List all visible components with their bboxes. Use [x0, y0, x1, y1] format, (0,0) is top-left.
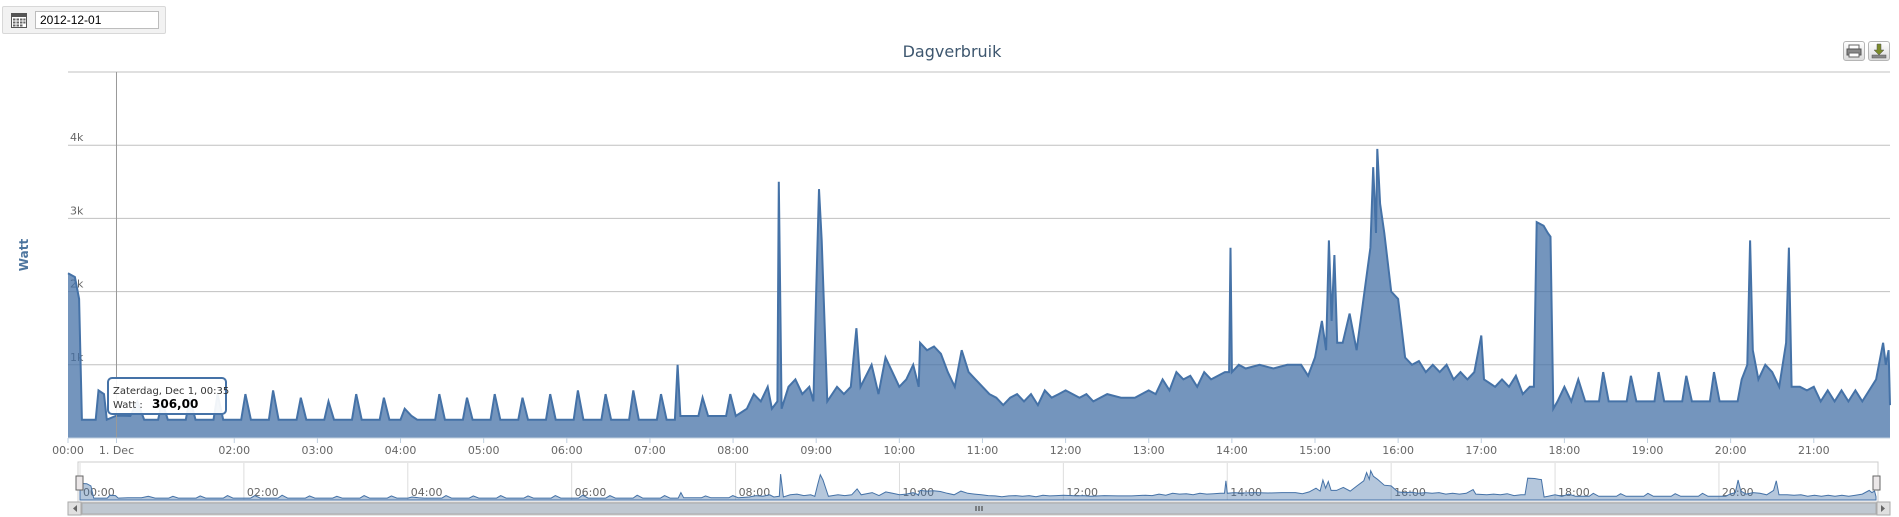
tooltip-box [107, 377, 227, 415]
x-tick-label: 00:00 [52, 444, 84, 457]
x-tick-label: 08:00 [717, 444, 749, 457]
x-tick-label: 19:00 [1632, 444, 1664, 457]
series-line [67, 148, 1891, 422]
x-tick-label: 1. Dec [99, 444, 134, 457]
x-tick-label: 17:00 [1465, 444, 1497, 457]
x-axis-ticks: 00:00 1. Dec 02:00 03:00 04:00 05:00 06:00 07:0… [52, 438, 1830, 457]
navigator[interactable]: 00:00 02:00 04:00 06:00 08:00 10:00 12:00 14:00… [75, 461, 1881, 503]
navigator-left-handle[interactable] [75, 475, 84, 491]
date-input[interactable] [35, 11, 159, 29]
tooltip-series-label: Watt : [113, 400, 143, 411]
tooltip-header: Zaterdag, Dec 1, 00:35 [113, 386, 229, 397]
scrollbar[interactable] [67, 501, 1891, 516]
navigator-right-handle[interactable] [1872, 475, 1881, 491]
x-tick-label: 21:00 [1798, 444, 1830, 457]
series-group [67, 148, 1891, 438]
x-tick-label: 20:00 [1715, 444, 1747, 457]
x-tick-label: 13:00 [1133, 444, 1165, 457]
x-tick-label: 03:00 [302, 444, 334, 457]
series-area [68, 148, 1890, 438]
y-tick-label: 3k [70, 204, 84, 217]
x-tick-label: 09:00 [800, 444, 832, 457]
grid [68, 71, 1890, 366]
scrollbar-left-arrow-icon [73, 505, 77, 512]
x-tick-label: 15:00 [1299, 444, 1331, 457]
x-tick-label: 18:00 [1549, 444, 1581, 457]
x-tick-label: 06:00 [551, 444, 583, 457]
print-icon [1846, 44, 1862, 58]
x-tick-label: 02:00 [218, 444, 250, 457]
x-tick-label: 12:00 [1050, 444, 1082, 457]
tooltip: Zaterdag, Dec 1, 00:35 Watt : 306,00 [107, 377, 229, 415]
navigator-tick-label: 20:00 [1722, 486, 1754, 499]
download-button[interactable] [1868, 41, 1890, 61]
navigator-tick-label: 18:00 [1558, 486, 1590, 499]
scrollbar-right-arrow-icon [1881, 505, 1885, 512]
navigator-tick-label: 00:00 [83, 486, 115, 499]
x-tick-label: 05:00 [468, 444, 500, 457]
y-axis-title: Watt [17, 239, 31, 272]
navigator-series [79, 469, 1877, 501]
navigator-tick-label: 10:00 [902, 486, 934, 499]
y-tick-label: 4k [70, 131, 84, 144]
chart-title: Dagverbruik [903, 42, 1002, 61]
tooltip-value: 306,00 [152, 397, 198, 411]
navigator-tick-label: 04:00 [411, 486, 443, 499]
x-tick-label: 16:00 [1382, 444, 1414, 457]
navigator-area [79, 469, 1877, 501]
x-tick-label: 14:00 [1216, 444, 1248, 457]
print-button[interactable] [1843, 41, 1865, 61]
x-tick-label: 04:00 [385, 444, 417, 457]
x-tick-label: 10:00 [883, 444, 915, 457]
scrollbar-grip-icon [975, 506, 983, 511]
date-picker [2, 6, 166, 34]
x-tick-label: 07:00 [634, 444, 666, 457]
calendar-icon[interactable] [11, 12, 27, 28]
download-icon [1871, 43, 1887, 59]
x-tick-label: 11:00 [967, 444, 999, 457]
